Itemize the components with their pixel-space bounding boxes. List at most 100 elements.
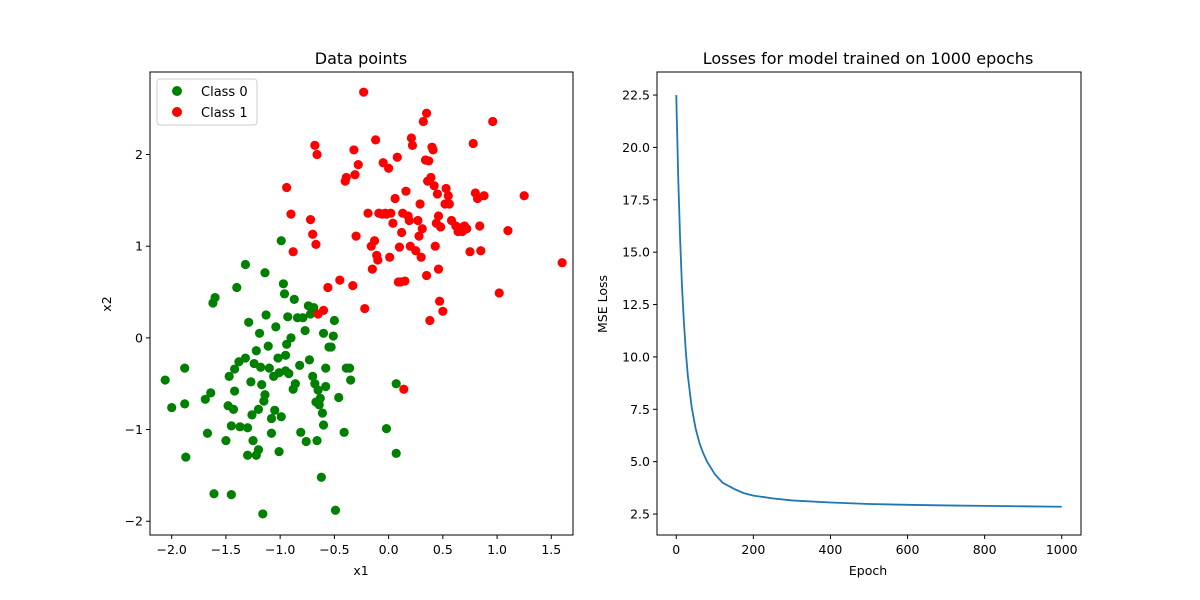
loss-curve: [675, 95, 1062, 508]
point-class-0: [313, 385, 323, 395]
point-class-0: [276, 412, 286, 422]
point-class-1: [462, 224, 472, 234]
point-class-1: [432, 189, 443, 199]
x-tick-label: 1.0: [487, 542, 507, 557]
y-tick-label: 15.0: [622, 245, 650, 260]
point-class-0: [210, 292, 220, 303]
x-tick-label: 600: [896, 542, 920, 557]
point-class-0: [280, 350, 291, 360]
y-tick-label: −2: [125, 514, 143, 529]
point-class-1: [348, 281, 358, 291]
point-class-0: [264, 363, 274, 373]
point-class-1: [425, 315, 435, 326]
point-class-1: [428, 145, 438, 155]
point-class-1: [349, 145, 359, 155]
legend-label-class-0: Class 0: [201, 85, 248, 100]
point-class-1: [312, 149, 322, 160]
point-class-0: [276, 236, 286, 246]
point-class-1: [468, 138, 478, 149]
point-class-1: [386, 208, 396, 218]
x-tick-label: 0.5: [433, 542, 453, 557]
point-class-0: [312, 435, 322, 446]
point-class-0: [232, 282, 242, 293]
point-class-1: [373, 255, 383, 265]
point-class-1: [308, 229, 318, 239]
legend-box: [156, 78, 258, 126]
point-class-0: [226, 421, 236, 431]
point-class-0: [317, 408, 328, 418]
point-class-1: [335, 275, 345, 285]
point-class-1: [400, 276, 410, 286]
point-class-0: [180, 399, 190, 409]
point-class-1: [388, 218, 398, 228]
point-class-1: [404, 215, 414, 226]
y-tick-label: 22.5: [622, 88, 650, 103]
legend-marker-class-1: [172, 107, 182, 117]
x-tick-label: 0: [672, 542, 680, 557]
point-class-0: [321, 363, 331, 373]
point-class-0: [296, 427, 306, 437]
point-class-0: [328, 331, 338, 341]
point-class-1: [351, 231, 361, 241]
x-tick-label: 800: [973, 542, 997, 557]
point-class-0: [283, 312, 293, 322]
point-class-1: [311, 239, 321, 249]
point-class-0: [221, 435, 231, 446]
point-class-0: [256, 362, 266, 372]
point-class-0: [206, 388, 216, 398]
point-class-0: [258, 509, 268, 519]
point-class-1: [503, 226, 513, 236]
point-class-1: [418, 116, 428, 127]
point-class-1: [385, 252, 395, 262]
point-class-0: [260, 390, 270, 400]
point-class-1: [310, 140, 320, 150]
point-class-0: [240, 353, 251, 363]
point-class-1: [417, 224, 427, 234]
point-class-1: [426, 172, 436, 183]
point-class-0: [260, 268, 270, 278]
y-tick-label: 17.5: [622, 192, 650, 207]
point-class-1: [434, 296, 445, 306]
loss-y-label: MSE Loss: [595, 275, 610, 333]
point-class-0: [391, 379, 401, 389]
point-class-0: [257, 380, 267, 390]
legend-marker-class-0: [172, 86, 182, 96]
point-class-1: [424, 156, 434, 166]
loss-chart: Losses for model trained on 1000 epochs …: [595, 49, 1082, 578]
point-class-0: [278, 279, 289, 289]
point-class-1: [475, 221, 485, 231]
point-class-0: [263, 341, 273, 351]
x-tick-label: −2.0: [157, 542, 187, 557]
point-class-0: [308, 371, 318, 381]
scatter-title: Data points: [315, 49, 407, 68]
y-tick-label: 2.5: [630, 507, 650, 522]
scatter-x-ticks: −2.0 −1.5 −1.0 −0.5 0.0 0.5 1.0 1.5: [157, 535, 561, 557]
loss-x-label: Epoch: [849, 563, 887, 578]
point-class-1: [413, 215, 423, 226]
x-tick-label: 1.5: [541, 542, 561, 557]
x-tick-label: 0.0: [379, 542, 399, 557]
point-class-0: [254, 328, 265, 338]
point-class-1: [341, 172, 351, 183]
point-class-0: [253, 404, 264, 414]
point-class-0: [200, 394, 210, 404]
point-class-1: [465, 247, 475, 257]
point-class-0: [298, 313, 308, 323]
point-class-0: [180, 363, 190, 373]
y-tick-label: 2: [135, 147, 143, 162]
point-class-1: [350, 170, 360, 180]
point-class-0: [246, 377, 256, 387]
loss-title: Losses for model trained on 1000 epochs: [703, 49, 1034, 68]
point-class-1: [407, 140, 418, 150]
point-class-0: [334, 392, 344, 403]
point-class-0: [321, 381, 331, 392]
point-class-0: [315, 393, 325, 403]
point-class-0: [346, 375, 356, 385]
scatter-x-label: x1: [353, 563, 368, 578]
x-tick-label: 1000: [1046, 542, 1078, 557]
point-class-0: [167, 402, 177, 413]
scatter-y-label: x2: [99, 296, 114, 311]
point-class-0: [247, 410, 257, 420]
point-class-1: [415, 199, 425, 209]
